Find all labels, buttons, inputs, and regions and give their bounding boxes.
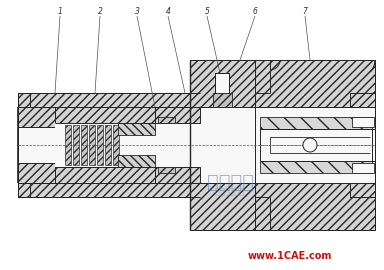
Polygon shape bbox=[55, 107, 190, 123]
Text: 4: 4 bbox=[166, 8, 170, 16]
Polygon shape bbox=[118, 123, 155, 135]
Polygon shape bbox=[97, 125, 103, 165]
Polygon shape bbox=[18, 183, 30, 197]
Bar bbox=[190, 107, 270, 183]
Polygon shape bbox=[255, 60, 375, 107]
Polygon shape bbox=[255, 183, 375, 230]
Text: 5: 5 bbox=[205, 8, 209, 16]
Text: 2: 2 bbox=[98, 8, 103, 16]
Polygon shape bbox=[30, 93, 200, 107]
Polygon shape bbox=[113, 125, 119, 165]
Polygon shape bbox=[118, 155, 155, 167]
Text: 1: 1 bbox=[58, 8, 63, 16]
Polygon shape bbox=[260, 161, 372, 173]
Polygon shape bbox=[65, 125, 71, 165]
Bar bbox=[30, 107, 200, 183]
Bar bbox=[18, 127, 55, 163]
Text: 仿真在线: 仿真在线 bbox=[207, 173, 253, 191]
Polygon shape bbox=[155, 107, 200, 123]
Polygon shape bbox=[158, 117, 175, 123]
Bar bbox=[255, 107, 375, 183]
Polygon shape bbox=[260, 117, 372, 129]
Polygon shape bbox=[105, 125, 111, 165]
Polygon shape bbox=[190, 183, 270, 230]
Polygon shape bbox=[30, 183, 200, 197]
Polygon shape bbox=[18, 107, 55, 127]
Polygon shape bbox=[350, 93, 375, 107]
Text: www.1CAE.com: www.1CAE.com bbox=[248, 251, 332, 261]
Polygon shape bbox=[73, 125, 79, 165]
Text: 3: 3 bbox=[134, 8, 139, 16]
Circle shape bbox=[303, 138, 317, 152]
Polygon shape bbox=[18, 163, 55, 183]
Polygon shape bbox=[190, 60, 270, 107]
Polygon shape bbox=[81, 125, 87, 165]
Bar bbox=[55, 123, 155, 167]
Polygon shape bbox=[213, 93, 232, 107]
Bar bbox=[352, 163, 374, 173]
Polygon shape bbox=[55, 167, 190, 183]
Bar bbox=[260, 129, 372, 161]
Text: 7: 7 bbox=[303, 8, 308, 16]
Bar bbox=[215, 73, 229, 93]
Text: 机械设计培训: 机械设计培训 bbox=[215, 187, 245, 197]
Polygon shape bbox=[158, 167, 175, 173]
Bar bbox=[352, 117, 374, 127]
Polygon shape bbox=[18, 93, 30, 107]
Polygon shape bbox=[155, 167, 200, 183]
Text: 6: 6 bbox=[253, 8, 257, 16]
Polygon shape bbox=[89, 125, 95, 165]
Polygon shape bbox=[350, 183, 375, 197]
